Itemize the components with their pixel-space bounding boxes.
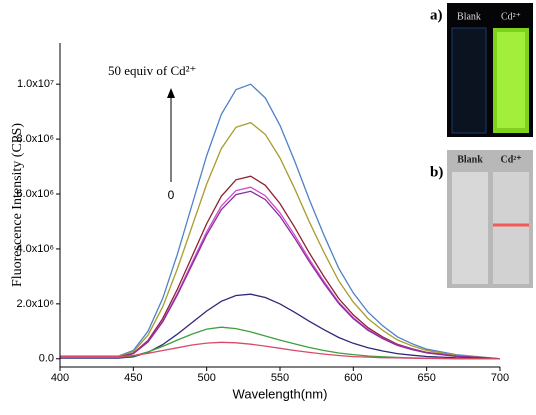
tube-blank [452, 172, 488, 284]
tube-label: Cd²⁺ [501, 11, 521, 22]
tube-cd [493, 172, 529, 284]
tube-blank [451, 27, 487, 134]
arrow-head [167, 88, 175, 98]
x-tick-label: 400 [51, 372, 69, 384]
y-tick-label: 1.0x10⁷ [17, 78, 54, 90]
x-tick-label: 600 [344, 372, 362, 384]
tube-glow [497, 32, 525, 128]
x-tick-label: 700 [491, 372, 509, 384]
line [60, 190, 501, 360]
x-tick-label: 500 [197, 372, 215, 384]
x-tick-label: 550 [271, 372, 289, 384]
x-tick-label: 450 [124, 372, 142, 384]
line [60, 83, 501, 360]
line [60, 341, 500, 360]
line [60, 293, 501, 360]
y-tick-label: 4.0x10⁶ [16, 243, 54, 255]
line [60, 175, 501, 360]
y-tick-label: 0.0 [39, 353, 54, 365]
y-tick-label: 6.0x10⁶ [16, 188, 54, 200]
y-axis-label: Fluorescence Intensity (CPS) [10, 123, 25, 287]
plot-area [60, 83, 501, 360]
annotation: 0 [168, 188, 175, 202]
x-axis-label: Wavelength(nm) [233, 386, 328, 401]
tube-label: Blank [457, 154, 483, 165]
x-tick-label: 650 [417, 372, 435, 384]
tube-label: Blank [457, 11, 481, 22]
line [60, 121, 501, 360]
y-tick-label: 8.0x10⁶ [16, 133, 54, 145]
annotation: 50 equiv of Cd²⁺ [108, 63, 196, 78]
y-tick-label: 2.0x10⁶ [16, 298, 54, 310]
inset-label: b) [430, 164, 443, 180]
inset-label: a) [430, 7, 443, 23]
tube-label: Cd²⁺ [500, 154, 521, 165]
line [60, 186, 501, 360]
